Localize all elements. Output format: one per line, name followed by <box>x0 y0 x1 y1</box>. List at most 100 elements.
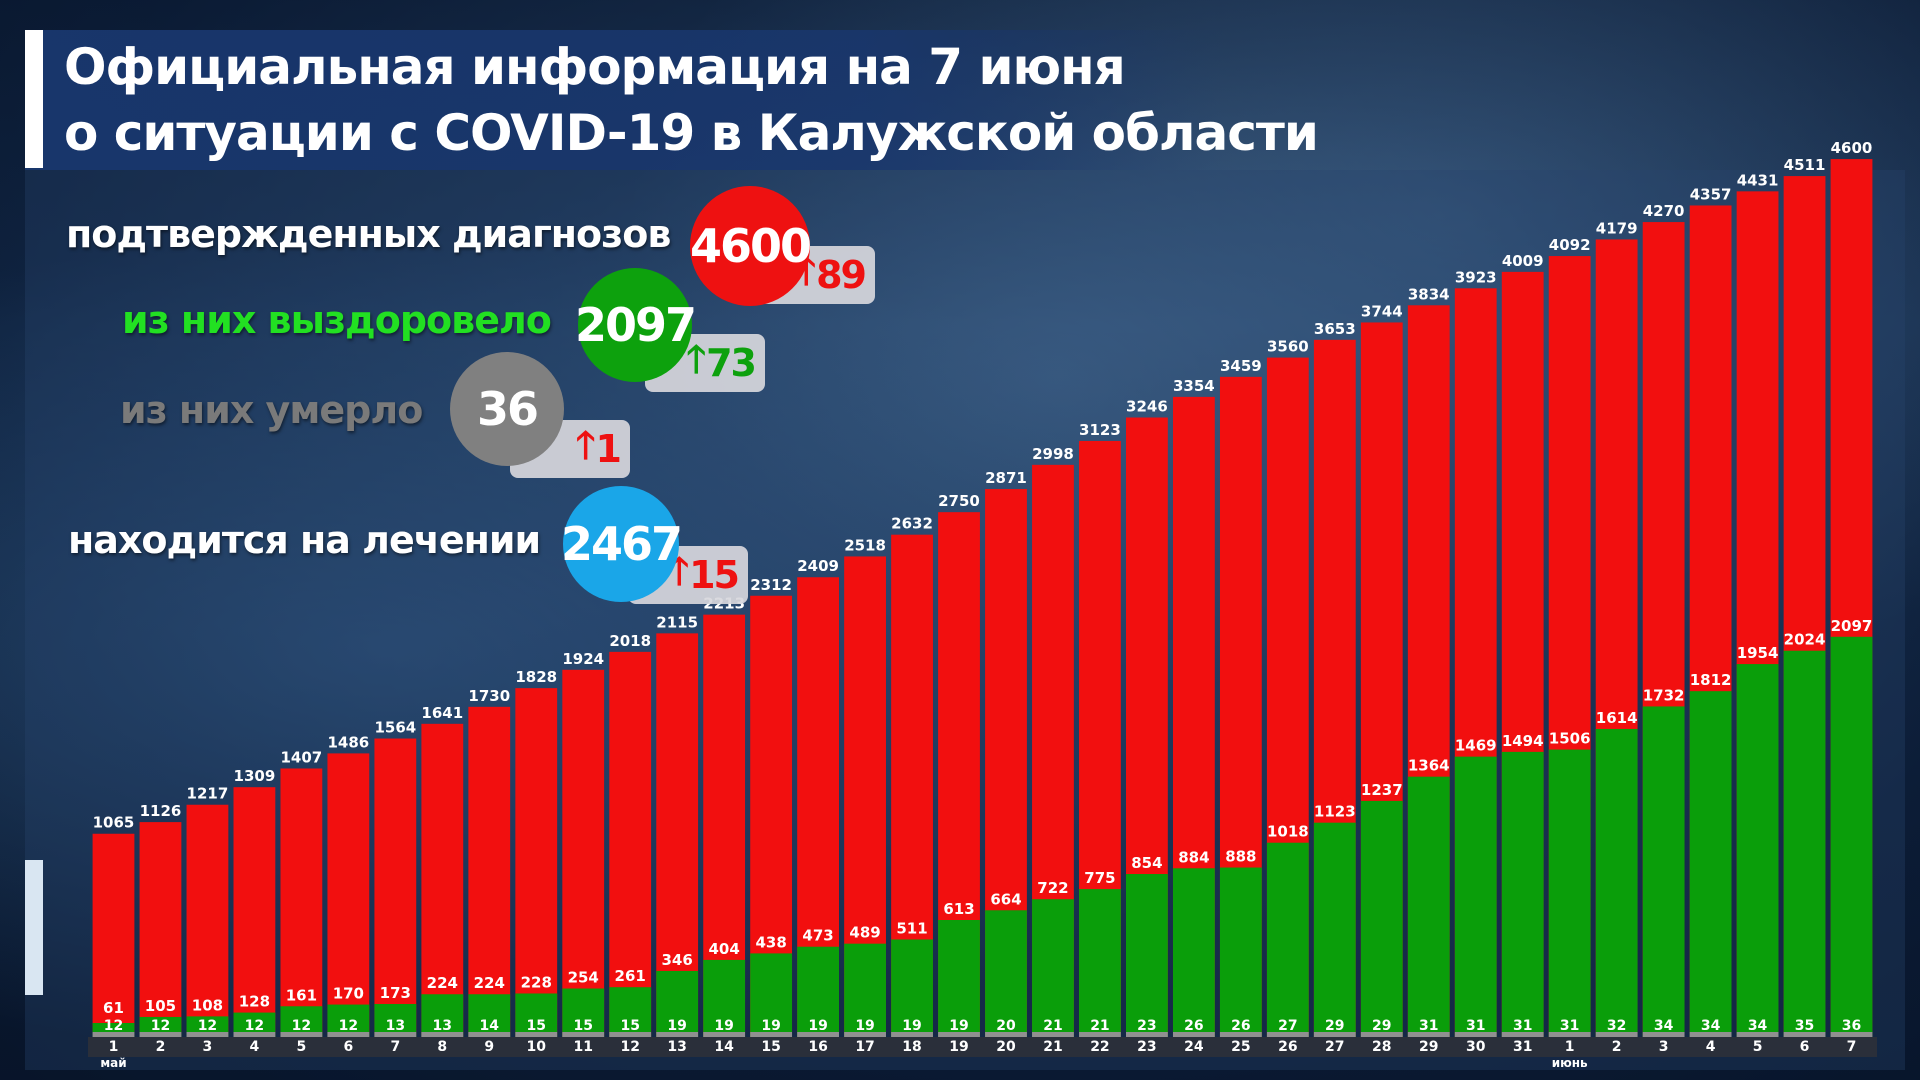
confirmed-value-label: 1924 <box>562 650 604 668</box>
deaths-bar <box>985 1032 1027 1037</box>
deaths-value-label: 31 <box>1419 1018 1438 1034</box>
recovered-bar <box>1126 874 1168 1037</box>
deaths-bar <box>139 1032 182 1037</box>
confirmed-value-label: 3653 <box>1314 320 1356 338</box>
confirmed-bar <box>656 633 699 1037</box>
deaths-bar <box>891 1032 933 1037</box>
x-tick-label: 30 <box>1466 1039 1486 1055</box>
recovered-bar <box>656 970 699 1037</box>
x-tick-label: 24 <box>1184 1039 1204 1055</box>
confirmed-value-label: 2750 <box>938 492 980 510</box>
recovered-value-label: 775 <box>1084 869 1115 887</box>
recovered-value-label: 1364 <box>1408 757 1450 775</box>
recovered-bar <box>421 994 464 1037</box>
recovered-value-label: 346 <box>662 951 693 969</box>
x-tick-label: 18 <box>902 1039 921 1055</box>
confirmed-bar <box>233 787 276 1037</box>
confirmed-delta: 89 <box>816 253 867 297</box>
x-tick-label: 2 <box>156 1039 166 1055</box>
confirmed-value-label: 1309 <box>234 767 276 785</box>
deaths-bar <box>1736 1032 1779 1037</box>
recovered-value-label: 254 <box>568 969 599 987</box>
confirmed-value-label: 4511 <box>1784 156 1826 174</box>
confirmed-value-label: 3459 <box>1220 357 1262 375</box>
recovered-bar <box>562 988 605 1037</box>
recovered-bar <box>1642 706 1685 1037</box>
treatment-circle: 2467 <box>560 486 683 602</box>
x-tick-label: 31 <box>1513 1039 1532 1055</box>
deaths-bar <box>797 1032 839 1037</box>
recovered-value-label: 1237 <box>1361 781 1403 799</box>
recovered-value-label: 1954 <box>1737 644 1779 662</box>
x-tick-label: 23 <box>1137 1039 1156 1055</box>
confirmed-value-label: 4009 <box>1502 252 1544 270</box>
deaths-bar <box>938 1032 980 1037</box>
deaths-value-label: 13 <box>386 1018 405 1034</box>
up-arrow-icon: 🡑 <box>575 422 596 467</box>
recovered-bar <box>938 920 980 1037</box>
x-tick-label: 6 <box>1800 1039 1810 1055</box>
deaths-value-label: 12 <box>198 1018 217 1034</box>
confirmed-bar <box>468 706 511 1037</box>
recovered-value-label: 888 <box>1225 848 1256 866</box>
recovered-value-label: 664 <box>990 890 1021 908</box>
x-tick-label: 26 <box>1278 1039 1297 1055</box>
deaths-value-label: 19 <box>808 1018 827 1034</box>
confirmed-value-label: 2115 <box>656 613 698 631</box>
confirmed-value-label: 3123 <box>1079 421 1121 439</box>
recovered-bar <box>750 953 793 1037</box>
recovered-bar <box>1266 842 1309 1037</box>
x-tick-label: 10 <box>527 1039 547 1055</box>
treatment-value: 2467 <box>560 517 683 571</box>
deaths-bar <box>1219 1032 1262 1037</box>
confirmed-value-label: 1564 <box>374 719 416 737</box>
recovered-bar <box>609 987 652 1037</box>
x-tick-label: 2 <box>1612 1039 1622 1055</box>
deaths-value-label: 31 <box>1513 1018 1532 1034</box>
deaths-bar <box>468 1032 511 1037</box>
recovered-value-label: 884 <box>1178 848 1209 866</box>
recovered-value-label: 61 <box>103 999 124 1017</box>
recovered-bar <box>1172 868 1215 1037</box>
confirmed-value-label: 4270 <box>1643 202 1685 220</box>
recovered-bar <box>1689 691 1732 1037</box>
recovered-value-label: 1812 <box>1690 671 1732 689</box>
recovered-bar <box>280 1006 323 1037</box>
x-tick-label: 6 <box>343 1039 353 1055</box>
recovered-value-label: 1018 <box>1267 823 1309 841</box>
recovered-value-label: 1614 <box>1596 709 1638 727</box>
deaths-value-label: 35 <box>1795 1018 1814 1034</box>
deaths-value-label: 31 <box>1466 1018 1485 1034</box>
confirmed-value-label: 4600 <box>1831 139 1873 157</box>
up-arrow-icon: 🡑 <box>686 336 706 381</box>
confirmed-value-label: 1641 <box>421 704 463 722</box>
recovered-value-label: 1494 <box>1502 732 1544 750</box>
recovered-bar <box>1079 889 1121 1037</box>
deaths-bar <box>327 1032 370 1037</box>
deaths-value: 36 <box>476 382 539 436</box>
x-tick-label: 7 <box>390 1039 400 1055</box>
confirmed-value-label: 2518 <box>844 536 886 554</box>
recovered-value-label: 438 <box>755 933 786 951</box>
x-tick-label: 11 <box>573 1039 592 1055</box>
recovered-value-label: 613 <box>943 900 974 918</box>
recovered-bar <box>186 1016 229 1037</box>
deaths-value-label: 21 <box>1090 1018 1109 1034</box>
deaths-value-label: 34 <box>1654 1018 1674 1034</box>
x-tick-label: 27 <box>1325 1039 1344 1055</box>
x-tick-label: 13 <box>667 1039 686 1055</box>
deaths-bar <box>421 1032 464 1037</box>
confirmed-value-label: 3744 <box>1361 302 1403 320</box>
deaths-value-label: 31 <box>1560 1018 1579 1034</box>
deaths-delta: 1 <box>595 427 622 471</box>
confirmed-value-label: 1486 <box>327 733 369 751</box>
confirmed-value-label: 1407 <box>281 748 323 766</box>
recovered-value-label: 2024 <box>1784 631 1826 649</box>
recovered-bar <box>1454 756 1497 1037</box>
x-tick-label: 17 <box>855 1039 874 1055</box>
deaths-bar <box>1689 1032 1732 1037</box>
confirmed-bar <box>92 833 135 1037</box>
confirmed-value-label: 3354 <box>1173 377 1215 395</box>
recovered-bar <box>1219 867 1262 1037</box>
